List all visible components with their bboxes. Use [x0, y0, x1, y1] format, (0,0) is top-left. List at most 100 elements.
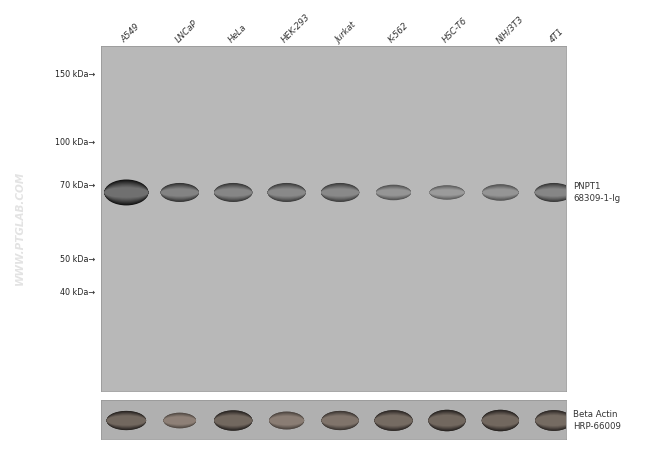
Ellipse shape — [107, 413, 146, 428]
Ellipse shape — [535, 183, 573, 202]
Ellipse shape — [374, 410, 413, 431]
Ellipse shape — [164, 416, 196, 425]
Ellipse shape — [269, 416, 304, 425]
Ellipse shape — [482, 188, 519, 197]
Ellipse shape — [374, 411, 413, 430]
Ellipse shape — [482, 410, 519, 431]
Ellipse shape — [321, 185, 359, 200]
Ellipse shape — [321, 189, 359, 196]
Text: 50 kDa→: 50 kDa→ — [60, 255, 96, 264]
Ellipse shape — [428, 412, 465, 429]
Text: Jurkat: Jurkat — [333, 20, 358, 45]
Ellipse shape — [164, 416, 196, 425]
Ellipse shape — [535, 187, 573, 198]
Ellipse shape — [482, 186, 519, 199]
Ellipse shape — [268, 186, 306, 199]
Ellipse shape — [268, 183, 306, 202]
Ellipse shape — [482, 188, 519, 197]
Ellipse shape — [164, 414, 196, 427]
Ellipse shape — [104, 182, 148, 203]
Ellipse shape — [428, 411, 465, 430]
Ellipse shape — [430, 187, 464, 198]
Ellipse shape — [164, 413, 196, 428]
Ellipse shape — [104, 185, 148, 200]
Ellipse shape — [321, 187, 359, 198]
Ellipse shape — [482, 188, 519, 197]
Ellipse shape — [161, 185, 199, 200]
Text: PNPT1
68309-1-Ig: PNPT1 68309-1-Ig — [573, 182, 620, 203]
Ellipse shape — [321, 186, 359, 199]
Text: WWW.PTGLAB.COM: WWW.PTGLAB.COM — [14, 170, 25, 285]
Ellipse shape — [322, 415, 359, 425]
Ellipse shape — [535, 185, 573, 200]
Text: NIH/3T3: NIH/3T3 — [494, 14, 525, 45]
Text: 100 kDa→: 100 kDa→ — [55, 138, 96, 147]
Ellipse shape — [535, 185, 573, 200]
Ellipse shape — [428, 412, 465, 429]
Ellipse shape — [482, 188, 519, 197]
Ellipse shape — [214, 410, 252, 431]
Ellipse shape — [107, 414, 146, 427]
Ellipse shape — [268, 189, 306, 196]
Ellipse shape — [482, 411, 519, 430]
Ellipse shape — [322, 411, 359, 430]
Ellipse shape — [535, 189, 573, 196]
Ellipse shape — [161, 184, 199, 201]
Ellipse shape — [268, 189, 306, 196]
Ellipse shape — [482, 414, 519, 427]
Ellipse shape — [214, 412, 252, 429]
Ellipse shape — [214, 413, 252, 428]
Ellipse shape — [214, 414, 252, 427]
Ellipse shape — [535, 185, 573, 200]
Ellipse shape — [269, 415, 304, 426]
Ellipse shape — [321, 185, 359, 200]
Ellipse shape — [428, 411, 465, 430]
Text: HEK-293: HEK-293 — [280, 12, 313, 45]
Ellipse shape — [104, 181, 148, 204]
Ellipse shape — [376, 189, 411, 196]
Ellipse shape — [430, 186, 464, 199]
Ellipse shape — [104, 186, 148, 199]
Ellipse shape — [376, 185, 411, 200]
Ellipse shape — [374, 414, 413, 427]
Ellipse shape — [374, 410, 413, 431]
Ellipse shape — [322, 414, 359, 427]
Ellipse shape — [214, 186, 252, 199]
Ellipse shape — [428, 410, 465, 431]
Ellipse shape — [374, 411, 413, 430]
Ellipse shape — [164, 414, 196, 427]
Ellipse shape — [107, 414, 146, 427]
Ellipse shape — [536, 413, 573, 428]
Ellipse shape — [214, 412, 252, 429]
Ellipse shape — [269, 413, 304, 428]
Ellipse shape — [376, 186, 411, 199]
Ellipse shape — [430, 187, 464, 198]
Ellipse shape — [107, 415, 146, 426]
Ellipse shape — [164, 414, 196, 428]
Ellipse shape — [535, 189, 573, 196]
Ellipse shape — [104, 187, 148, 197]
Ellipse shape — [107, 411, 146, 430]
Ellipse shape — [104, 181, 148, 204]
Ellipse shape — [428, 414, 465, 427]
Ellipse shape — [104, 180, 148, 206]
Ellipse shape — [430, 187, 464, 198]
Ellipse shape — [535, 184, 573, 201]
Text: 4T1: 4T1 — [547, 27, 566, 45]
Text: Beta Actin
HRP-66009: Beta Actin HRP-66009 — [573, 410, 621, 431]
Ellipse shape — [107, 411, 146, 430]
Ellipse shape — [161, 185, 199, 200]
Ellipse shape — [214, 187, 252, 198]
Ellipse shape — [322, 414, 359, 427]
Ellipse shape — [376, 187, 411, 197]
Ellipse shape — [268, 185, 306, 200]
Ellipse shape — [214, 413, 252, 428]
Text: 150 kDa→: 150 kDa→ — [55, 71, 96, 79]
Ellipse shape — [482, 412, 519, 429]
Ellipse shape — [214, 411, 252, 430]
Ellipse shape — [268, 187, 306, 198]
Ellipse shape — [374, 415, 413, 426]
Ellipse shape — [321, 188, 359, 197]
Ellipse shape — [161, 185, 199, 200]
Ellipse shape — [268, 188, 306, 197]
